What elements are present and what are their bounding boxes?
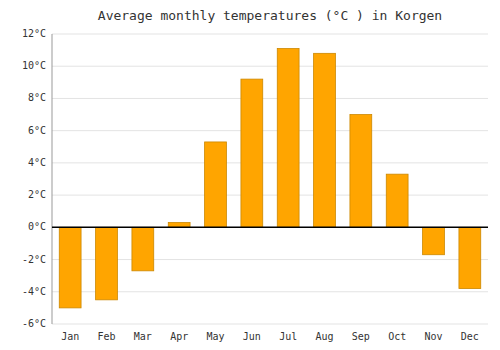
y-tick-label: 4°C — [28, 157, 46, 168]
x-tick-label: Mar — [134, 331, 152, 342]
bar — [132, 227, 154, 270]
x-tick-label: Jan — [61, 331, 79, 342]
grid — [52, 34, 488, 324]
y-tick-label: 12°C — [22, 28, 46, 39]
y-tick-label: -4°C — [22, 286, 46, 297]
grid-line — [52, 66, 488, 67]
grid-line — [52, 130, 488, 131]
bar — [205, 142, 227, 227]
y-axis-line — [52, 34, 53, 324]
x-tick-label: Jun — [243, 331, 261, 342]
grid-line — [52, 324, 488, 325]
bar — [277, 49, 299, 228]
x-axis: Jan Feb Mar Apr May Jun Jul Aug Sep Oct Nov Dec — [61, 331, 479, 342]
y-tick-label: 10°C — [22, 60, 46, 71]
y-tick-label: 0°C — [28, 221, 46, 232]
grid-line — [52, 227, 488, 228]
x-tick-label: Dec — [461, 331, 479, 342]
bar — [59, 227, 81, 308]
grid-line — [52, 98, 488, 99]
bar — [241, 79, 263, 227]
x-tick-label: Aug — [315, 331, 333, 342]
y-tick-label: -2°C — [22, 254, 46, 265]
title: Average monthly temperatures (°C ) in Ko… — [98, 8, 442, 23]
bar — [386, 174, 408, 227]
chart: -6°C -4°C -2°C 0°C 2°C 4°C 6°C 8°C 10°C 12°C Jan Fe… — [0, 0, 500, 350]
x-tick-label: Jul — [279, 331, 297, 342]
chart-container: -6°C -4°C -2°C 0°C 2°C 4°C 6°C 8°C 10°C 12°C Jan Fe… — [0, 0, 500, 350]
x-tick-label: Apr — [170, 331, 188, 342]
x-tick-label: Nov — [424, 331, 442, 342]
bar — [423, 227, 445, 254]
x-tick-label: Oct — [388, 331, 406, 342]
y-tick-label: -6°C — [22, 318, 46, 329]
baseline — [52, 227, 488, 229]
bar — [96, 227, 118, 299]
x-tick-label: Sep — [352, 331, 370, 342]
y-tick-label: 2°C — [28, 189, 46, 200]
grid-line — [52, 162, 488, 163]
bar — [350, 115, 372, 228]
x-tick-label: Feb — [97, 331, 115, 342]
grid-line — [52, 34, 488, 35]
bar — [459, 227, 481, 288]
y-axis: -6°C -4°C -2°C 0°C 2°C 4°C 6°C 8°C 10°C 12°C — [22, 28, 52, 329]
grid-line — [52, 195, 488, 196]
y-tick-label: 6°C — [28, 125, 46, 136]
y-tick-label: 8°C — [28, 92, 46, 103]
x-tick-label: May — [206, 331, 224, 342]
bar — [314, 53, 336, 227]
bars — [59, 49, 480, 308]
